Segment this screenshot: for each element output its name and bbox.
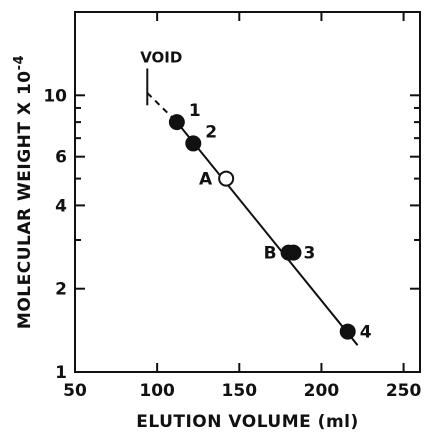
data-point (186, 136, 200, 150)
x-tick-label: 250 (386, 381, 422, 401)
point-label: 1 (189, 101, 201, 121)
x-tick-label: 50 (63, 381, 87, 401)
plot-frame (75, 12, 420, 372)
point-label: B (264, 244, 277, 264)
void-label: VOID (140, 48, 182, 66)
data-point (341, 325, 355, 339)
y-tick-label: 2 (55, 280, 67, 300)
data-point (287, 246, 301, 260)
point-label: 2 (205, 122, 217, 142)
x-tick-label: 150 (222, 381, 258, 401)
y-tick-label: 4 (55, 196, 67, 216)
data-point (170, 115, 184, 129)
x-axis-title: ELUTION VOLUME (ml) (136, 412, 359, 432)
y-tick-label: 1 (55, 363, 67, 383)
x-tick-label: 200 (304, 381, 340, 401)
fit-line (177, 122, 358, 345)
point-label: A (199, 170, 213, 190)
y-axis-title: MOLECULAR WEIGHT X 10-4 (12, 55, 35, 329)
y-tick-label: 10 (43, 86, 67, 106)
x-tick-label: 100 (139, 381, 175, 401)
point-label: 4 (360, 323, 372, 343)
y-tick-label: 6 (55, 148, 67, 168)
point-label: 3 (304, 244, 316, 264)
data-point (219, 172, 233, 186)
